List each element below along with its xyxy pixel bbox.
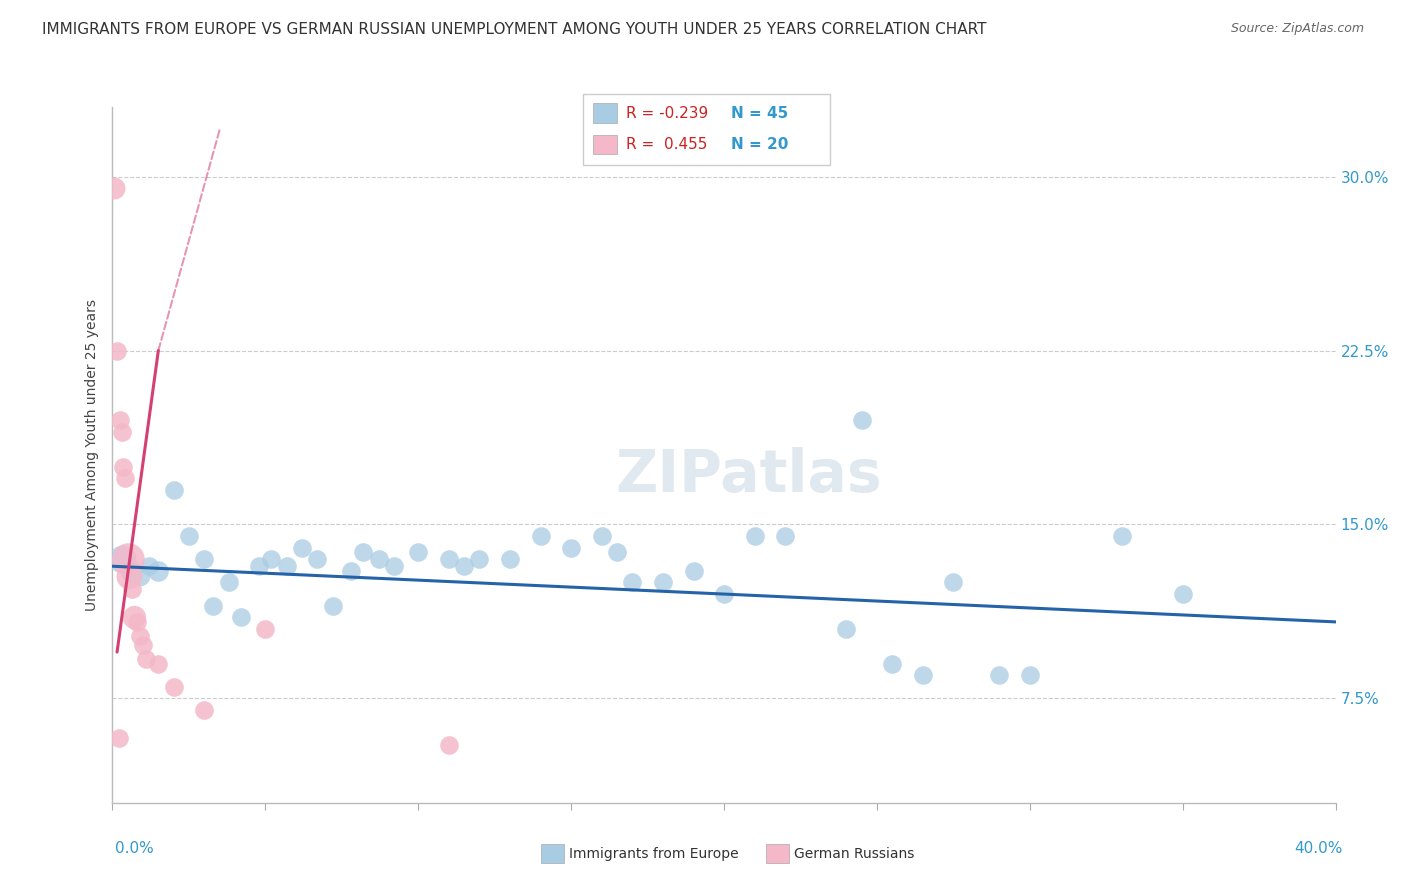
Point [529, 529, 551, 543]
Text: 40.0%: 40.0% [1295, 841, 1343, 856]
Point [135, 652, 157, 666]
Point [499, 552, 522, 566]
Point [247, 559, 270, 574]
Point [122, 610, 145, 624]
Point [121, 582, 143, 597]
Text: R =  0.455: R = 0.455 [626, 137, 707, 152]
Point [408, 545, 430, 559]
Point [382, 559, 405, 574]
Point [1018, 668, 1040, 682]
Point [260, 552, 283, 566]
Point [202, 599, 225, 613]
Point [307, 552, 329, 566]
Point [652, 575, 675, 590]
Point [682, 564, 704, 578]
Point [107, 731, 129, 745]
Point [108, 413, 131, 427]
Point [163, 680, 186, 694]
Point [1171, 587, 1194, 601]
Text: Source: ZipAtlas.com: Source: ZipAtlas.com [1230, 22, 1364, 36]
Point [453, 559, 475, 574]
Point [114, 471, 136, 485]
Point [254, 622, 277, 636]
Point [606, 545, 628, 559]
Point [193, 552, 215, 566]
Point [340, 564, 363, 578]
Point [229, 610, 252, 624]
Point [882, 657, 904, 671]
Text: R = -0.239: R = -0.239 [626, 106, 707, 120]
Point [744, 529, 766, 543]
Point [437, 738, 460, 752]
Point [835, 622, 858, 636]
Point [713, 587, 735, 601]
Point [120, 564, 142, 578]
Point [591, 529, 613, 543]
Point [148, 657, 170, 671]
Point [112, 459, 135, 474]
Point [111, 552, 134, 566]
Point [276, 559, 298, 574]
Point [117, 552, 139, 566]
Point [560, 541, 582, 555]
Text: German Russians: German Russians [794, 847, 915, 861]
Point [103, 181, 125, 195]
Point [129, 629, 152, 643]
Point [125, 615, 148, 629]
Point [291, 541, 314, 555]
Point [437, 552, 460, 566]
Y-axis label: Unemployment Among Youth under 25 years: Unemployment Among Youth under 25 years [86, 299, 100, 611]
Point [322, 599, 344, 613]
Point [118, 568, 141, 582]
Point [773, 529, 796, 543]
Point [851, 413, 873, 427]
Point [138, 559, 160, 574]
Point [177, 529, 200, 543]
Point [193, 703, 215, 717]
Text: IMMIGRANTS FROM EUROPE VS GERMAN RUSSIAN UNEMPLOYMENT AMONG YOUTH UNDER 25 YEARS: IMMIGRANTS FROM EUROPE VS GERMAN RUSSIAN… [42, 22, 987, 37]
Text: N = 20: N = 20 [731, 137, 789, 152]
Point [1111, 529, 1133, 543]
Point [129, 568, 152, 582]
Point [105, 343, 128, 358]
Text: Immigrants from Europe: Immigrants from Europe [569, 847, 740, 861]
Point [367, 552, 389, 566]
Point [352, 545, 374, 559]
Point [218, 575, 240, 590]
Point [132, 638, 155, 652]
Text: ZIPatlas: ZIPatlas [616, 447, 882, 504]
Point [163, 483, 186, 497]
Point [988, 668, 1011, 682]
Point [111, 425, 134, 439]
Point [468, 552, 491, 566]
Point [911, 668, 934, 682]
Point [148, 564, 170, 578]
Point [942, 575, 965, 590]
Text: N = 45: N = 45 [731, 106, 789, 120]
Text: 0.0%: 0.0% [115, 841, 155, 856]
Point [621, 575, 644, 590]
